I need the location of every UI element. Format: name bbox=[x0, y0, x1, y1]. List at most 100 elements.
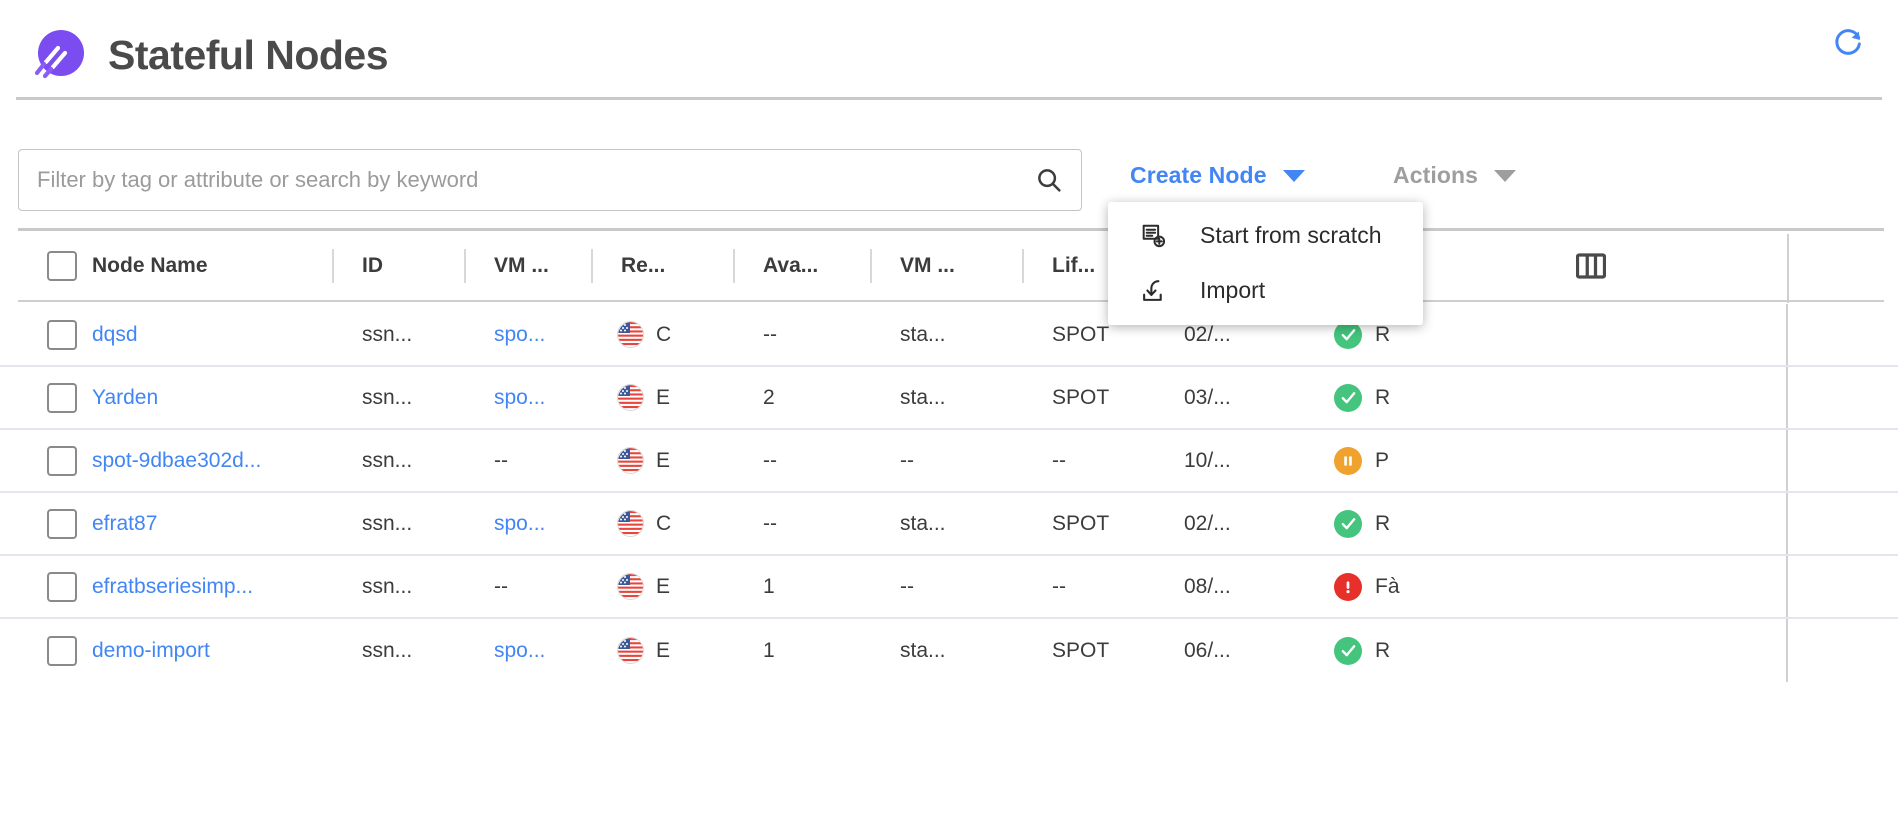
pause-circle-icon bbox=[1334, 446, 1362, 475]
status-label: P bbox=[1375, 448, 1390, 472]
toolbar: Create Node Actions bbox=[0, 140, 1898, 220]
column-separator bbox=[332, 248, 334, 283]
node-name-link[interactable]: spot-9dbae302d... bbox=[92, 448, 262, 472]
chevron-down-icon bbox=[1282, 169, 1305, 182]
cell-date: 02/... bbox=[1184, 511, 1231, 535]
us-flag-icon bbox=[617, 384, 644, 411]
cell-status: Fà bbox=[1334, 556, 1534, 617]
table-row[interactable]: spot-9dbae302d... ssn... -- bbox=[0, 430, 1898, 493]
cell-lifecycle: SPOT bbox=[1052, 638, 1110, 662]
cell-id: ssn... bbox=[362, 448, 413, 472]
cell-vm-type: spo... bbox=[494, 638, 546, 662]
cell-node-name: Yarden bbox=[92, 367, 332, 428]
page-header: Stateful Nodes bbox=[0, 0, 1898, 110]
check-circle-icon bbox=[1334, 509, 1362, 538]
status-label: R bbox=[1375, 322, 1391, 346]
error-circle-icon bbox=[1334, 572, 1362, 601]
header-vm-state[interactable]: VM ... bbox=[872, 231, 1022, 300]
table-row[interactable]: dqsd ssn... spo... bbox=[0, 304, 1898, 367]
cell-node-name: dqsd bbox=[92, 304, 332, 365]
header-label: Node Name bbox=[92, 253, 208, 277]
node-name-link[interactable]: dqsd bbox=[92, 322, 138, 346]
menu-item-start-from-scratch[interactable]: Start from scratch bbox=[1108, 208, 1423, 263]
header-availability[interactable]: Ava... bbox=[735, 231, 870, 300]
status-label: R bbox=[1375, 385, 1391, 409]
row-right-rail bbox=[1786, 493, 1898, 554]
header-region[interactable]: Re... bbox=[593, 231, 733, 300]
cell-lifecycle: SPOT bbox=[1052, 322, 1110, 346]
row-checkbox[interactable] bbox=[47, 382, 77, 413]
row-checkbox[interactable] bbox=[47, 319, 77, 350]
create-node-label: Create Node bbox=[1130, 162, 1267, 188]
menu-item-import[interactable]: Import bbox=[1108, 263, 1423, 318]
cell-vm-type: -- bbox=[494, 574, 508, 598]
status-label: R bbox=[1375, 511, 1391, 535]
table-row[interactable]: efratbseriesimp... ssn... -- bbox=[0, 556, 1898, 619]
table-top-divider bbox=[18, 228, 1884, 231]
header-divider bbox=[16, 97, 1882, 100]
refresh-icon[interactable] bbox=[1828, 24, 1868, 64]
create-node-button[interactable]: Create Node bbox=[1130, 162, 1305, 189]
row-checkbox[interactable] bbox=[47, 508, 77, 539]
chevron-down-icon bbox=[1494, 169, 1517, 182]
cell-vm-type: spo... bbox=[494, 385, 546, 409]
table-header-divider bbox=[18, 300, 1884, 302]
cell-availability: 1 bbox=[763, 574, 775, 598]
search-box[interactable] bbox=[18, 149, 1082, 211]
cell-lifecycle: SPOT bbox=[1052, 385, 1110, 409]
search-input[interactable] bbox=[19, 150, 1017, 210]
row-checkbox[interactable] bbox=[47, 571, 77, 602]
header-node-name[interactable]: Node Name bbox=[92, 231, 332, 300]
row-checkbox[interactable] bbox=[47, 635, 77, 666]
cell-region: E bbox=[593, 430, 733, 491]
cell-id: ssn... bbox=[362, 638, 413, 662]
cell-vm-state: -- bbox=[900, 574, 914, 598]
row-select-cell bbox=[0, 619, 92, 682]
cell-availability: -- bbox=[763, 448, 777, 472]
cell-availability: 1 bbox=[763, 638, 775, 662]
create-node-dropdown-menu: Start from scratch Import bbox=[1108, 202, 1423, 325]
cell-node-name: efrat87 bbox=[92, 493, 332, 554]
table-row[interactable]: demo-import ssn... spo... bbox=[0, 619, 1898, 682]
node-name-link[interactable]: efratbseriesimp... bbox=[92, 574, 254, 598]
header-vm-type[interactable]: VM ... bbox=[466, 231, 591, 300]
select-all-checkbox[interactable] bbox=[47, 250, 77, 281]
header-label: Ava... bbox=[763, 253, 819, 277]
row-right-rail bbox=[1786, 367, 1898, 428]
cell-date: 03/... bbox=[1184, 385, 1231, 409]
row-right-rail bbox=[1786, 304, 1898, 365]
check-circle-icon bbox=[1334, 320, 1362, 349]
cell-availability: 2 bbox=[763, 385, 775, 409]
us-flag-icon bbox=[617, 573, 644, 600]
select-all-cell bbox=[0, 231, 92, 300]
row-select-cell bbox=[0, 556, 92, 617]
header-id[interactable]: ID bbox=[334, 231, 464, 300]
page-title: Stateful Nodes bbox=[108, 31, 389, 78]
cell-id: ssn... bbox=[362, 385, 413, 409]
cell-status: R bbox=[1334, 304, 1534, 365]
columns-settings-icon[interactable] bbox=[1568, 243, 1614, 289]
cell-lifecycle: SPOT bbox=[1052, 511, 1110, 535]
check-circle-icon bbox=[1334, 636, 1362, 665]
column-separator bbox=[1022, 248, 1024, 283]
cell-node-name: spot-9dbae302d... bbox=[92, 430, 332, 491]
node-name-link[interactable]: Yarden bbox=[92, 385, 159, 409]
node-name-link[interactable]: demo-import bbox=[92, 638, 210, 662]
actions-button[interactable]: Actions bbox=[1393, 162, 1517, 189]
header-label: VM ... bbox=[900, 253, 955, 277]
column-separator bbox=[591, 248, 593, 283]
row-select-cell bbox=[0, 430, 92, 491]
us-flag-icon bbox=[617, 447, 644, 474]
cell-region: C bbox=[593, 493, 733, 554]
search-icon[interactable] bbox=[1017, 150, 1081, 210]
header-lifecycle[interactable]: Lif... bbox=[1024, 231, 1184, 300]
node-name-link[interactable]: efrat87 bbox=[92, 511, 158, 535]
cell-vm-state: sta... bbox=[900, 385, 946, 409]
header-label: Lif... bbox=[1052, 253, 1096, 277]
column-separator bbox=[733, 248, 735, 283]
table-row[interactable]: Yarden ssn... spo... bbox=[0, 367, 1898, 430]
table-row[interactable]: efrat87 ssn... spo... bbox=[0, 493, 1898, 556]
cell-date: 06/... bbox=[1184, 638, 1231, 662]
status-label: R bbox=[1375, 638, 1391, 662]
row-checkbox[interactable] bbox=[47, 445, 77, 476]
